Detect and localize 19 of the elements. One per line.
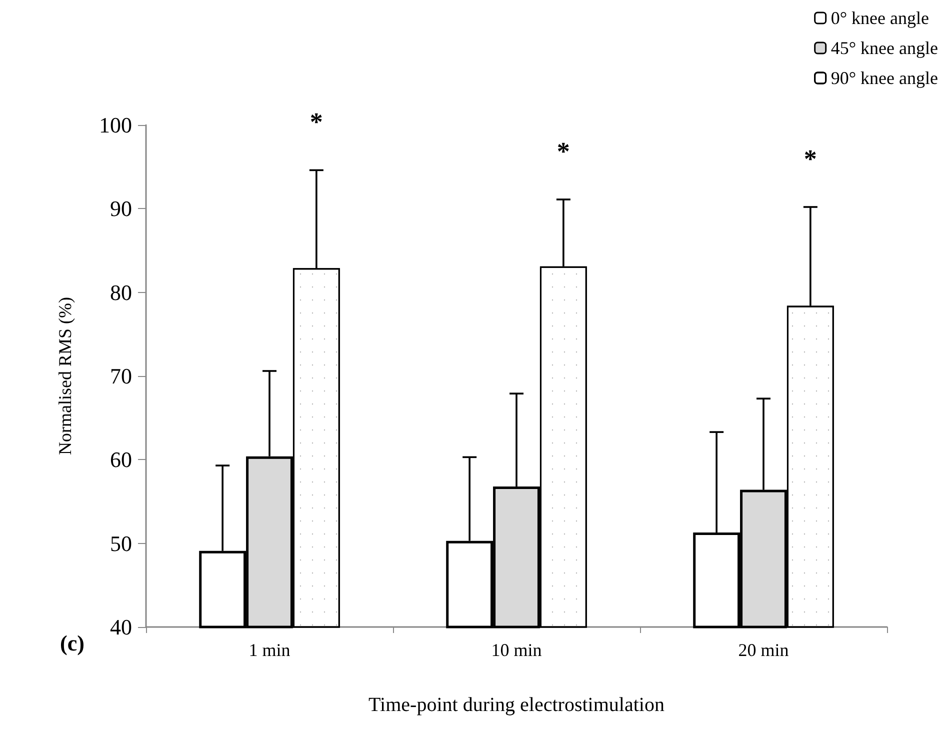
legend-label: 0° knee angle: [830, 8, 930, 28]
text: (c): [60, 630, 84, 656]
y-tick-label: 90: [110, 196, 132, 222]
annotation: *: [310, 108, 323, 137]
x-tick-label: 20 min: [738, 640, 789, 660]
annotation: *: [556, 136, 570, 166]
x-axis-title: Time-point during electrostimulation: [368, 694, 664, 716]
annotation: *: [804, 144, 817, 174]
y-axis-title: Normalised RMS (%): [55, 297, 75, 455]
y-tick-label: 60: [110, 447, 132, 472]
x-tick-label: 1 min: [248, 640, 290, 660]
y-tick-label: 100: [99, 112, 132, 138]
y-tick-label: 80: [110, 280, 132, 305]
legend-label: 90° knee angle: [830, 68, 938, 88]
legend-label: 45° knee angle: [830, 38, 938, 58]
y-tick-label: 50: [110, 530, 132, 556]
x-tick-label: 10 min: [491, 640, 542, 660]
y-tick-label: 70: [110, 364, 132, 388]
y-tick-label: 40: [110, 614, 132, 640]
